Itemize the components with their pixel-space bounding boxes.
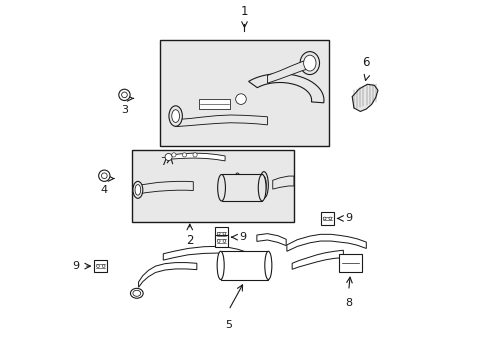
Circle shape xyxy=(165,153,172,161)
Polygon shape xyxy=(267,59,309,83)
Polygon shape xyxy=(138,262,197,287)
Polygon shape xyxy=(170,153,224,161)
Text: 1: 1 xyxy=(240,5,248,18)
Bar xyxy=(339,255,361,272)
Ellipse shape xyxy=(130,288,143,298)
Ellipse shape xyxy=(217,251,224,279)
Polygon shape xyxy=(351,84,377,112)
Circle shape xyxy=(217,240,220,242)
Ellipse shape xyxy=(133,290,141,296)
Polygon shape xyxy=(256,234,285,246)
Bar xyxy=(215,235,227,247)
Ellipse shape xyxy=(171,110,179,122)
Ellipse shape xyxy=(264,251,271,279)
Ellipse shape xyxy=(259,172,268,198)
Text: 9: 9 xyxy=(345,213,351,224)
Circle shape xyxy=(102,265,105,267)
Text: 6: 6 xyxy=(362,56,369,69)
Text: 9: 9 xyxy=(239,232,246,242)
Text: 4: 4 xyxy=(101,185,108,195)
Text: 5: 5 xyxy=(224,320,232,330)
Ellipse shape xyxy=(258,175,265,201)
Ellipse shape xyxy=(135,185,141,195)
Polygon shape xyxy=(291,250,343,269)
Text: 8: 8 xyxy=(345,298,351,308)
Ellipse shape xyxy=(168,106,182,126)
Polygon shape xyxy=(137,181,193,194)
Polygon shape xyxy=(163,246,256,262)
Text: 3: 3 xyxy=(121,105,128,116)
Polygon shape xyxy=(272,176,293,189)
Bar xyxy=(321,212,333,225)
Circle shape xyxy=(182,153,186,157)
Polygon shape xyxy=(286,234,366,251)
Bar xyxy=(198,99,230,109)
Circle shape xyxy=(323,217,325,220)
Circle shape xyxy=(217,232,220,235)
Circle shape xyxy=(99,170,110,181)
Circle shape xyxy=(223,232,225,235)
Ellipse shape xyxy=(133,181,142,198)
Circle shape xyxy=(328,217,331,220)
Polygon shape xyxy=(248,74,323,103)
Ellipse shape xyxy=(261,176,266,194)
Text: 2: 2 xyxy=(185,234,193,247)
Circle shape xyxy=(223,240,225,242)
Polygon shape xyxy=(175,115,267,127)
Circle shape xyxy=(102,173,107,179)
Ellipse shape xyxy=(233,173,241,197)
Bar xyxy=(160,40,328,146)
Ellipse shape xyxy=(300,51,319,75)
Circle shape xyxy=(235,94,246,104)
Text: 7: 7 xyxy=(160,157,166,167)
Bar xyxy=(94,260,107,273)
Bar xyxy=(215,227,227,240)
Bar xyxy=(220,251,268,279)
Circle shape xyxy=(122,92,127,98)
Circle shape xyxy=(193,153,197,157)
Ellipse shape xyxy=(303,55,315,71)
Bar xyxy=(131,150,293,222)
Circle shape xyxy=(96,265,99,267)
Text: 9: 9 xyxy=(72,261,80,271)
Ellipse shape xyxy=(217,175,225,201)
Circle shape xyxy=(171,153,176,157)
Bar xyxy=(221,175,262,201)
Circle shape xyxy=(119,89,130,100)
